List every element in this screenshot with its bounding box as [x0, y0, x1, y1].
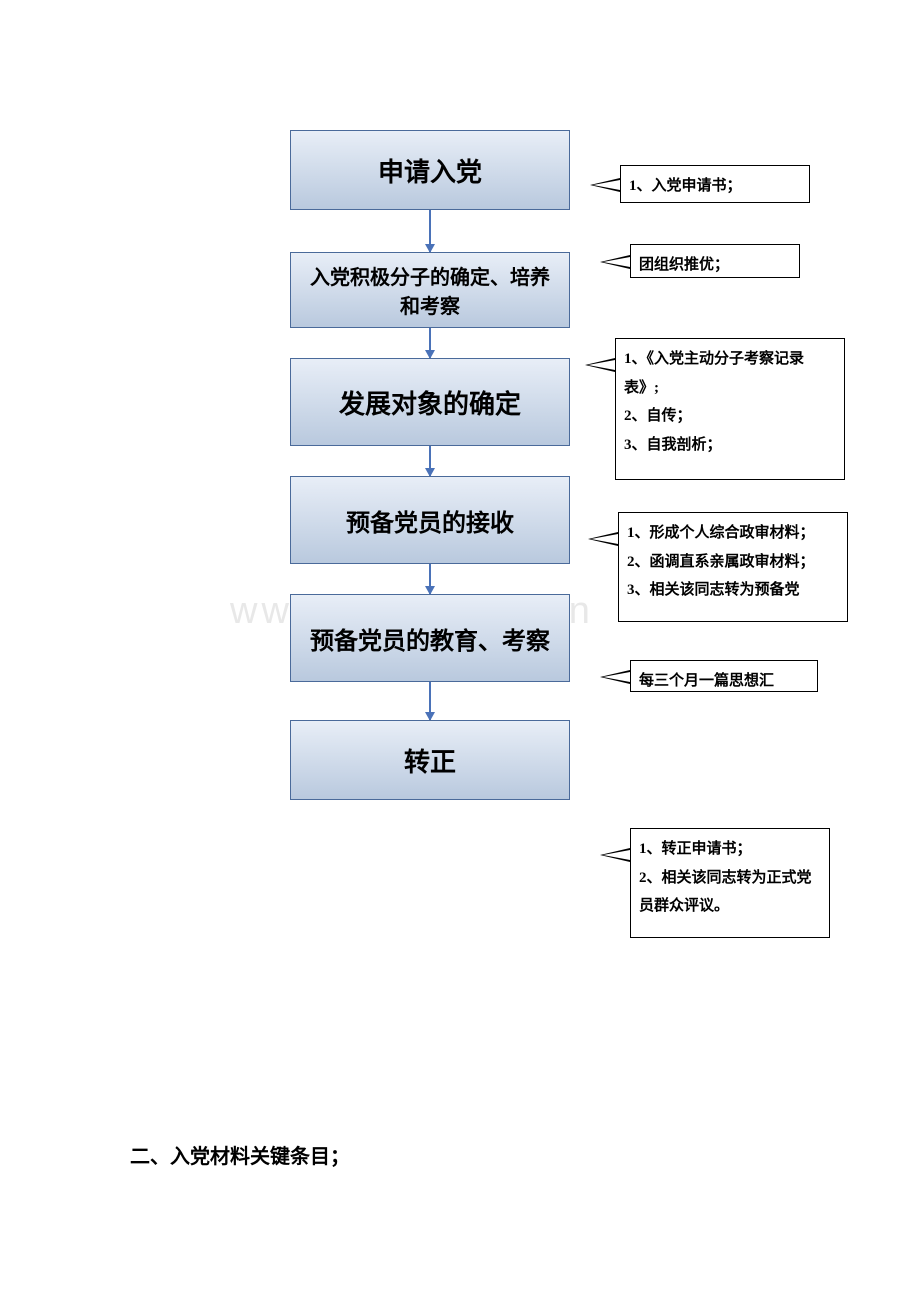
callout-line: 1、形成个人综合政审材料；	[627, 519, 839, 548]
callout-pointer	[600, 670, 630, 684]
callout-c1: 1、入党申请书；	[620, 165, 810, 203]
callout-pointer	[588, 532, 618, 546]
callout-c4: 1、形成个人综合政审材料；2、函调直系亲属政审材料；3、相关该同志转为预备党	[618, 512, 848, 622]
callout-line: 3、自我剖析；	[624, 431, 836, 460]
callout-line: 1、《入党主动分子考察记录表》;	[624, 345, 836, 402]
callout-c2: 团组织推优；	[630, 244, 800, 278]
callout-pointer	[600, 255, 630, 269]
flowchart-container: 申请入党入党积极分子的确定、培养和考察发展对象的确定预备党员的接收预备党员的教育…	[290, 130, 590, 800]
callout-line: 2、相关该同志转为正式党员群众评议。	[639, 864, 821, 921]
callout-line: 1、转正申请书；	[639, 835, 821, 864]
callout-c3: 1、《入党主动分子考察记录表》;2、自传；3、自我剖析；	[615, 338, 845, 480]
callout-line: 3、相关该同志转为预备党	[627, 576, 839, 605]
flow-node-n4: 预备党员的接收	[290, 476, 570, 564]
callout-c5: 每三个月一篇思想汇	[630, 660, 818, 692]
flow-node-n1: 申请入党	[290, 130, 570, 210]
flow-node-n5: 预备党员的教育、考察	[290, 594, 570, 682]
flow-node-n2: 入党积极分子的确定、培养和考察	[290, 252, 570, 328]
section-heading: 二、入党材料关键条目；	[130, 1140, 350, 1169]
flow-arrow	[290, 682, 570, 720]
callout-pointer	[585, 358, 615, 372]
flow-node-n6: 转正	[290, 720, 570, 800]
callout-c6: 1、转正申请书；2、相关该同志转为正式党员群众评议。	[630, 828, 830, 938]
flow-arrow	[290, 564, 570, 594]
callout-pointer	[590, 178, 620, 192]
callout-line: 2、函调直系亲属政审材料；	[627, 548, 839, 577]
flow-arrow	[290, 328, 570, 358]
callout-line: 2、自传；	[624, 402, 836, 431]
flow-arrow	[290, 446, 570, 476]
flow-arrow	[290, 210, 570, 252]
flow-node-n3: 发展对象的确定	[290, 358, 570, 446]
callout-pointer	[600, 848, 630, 862]
